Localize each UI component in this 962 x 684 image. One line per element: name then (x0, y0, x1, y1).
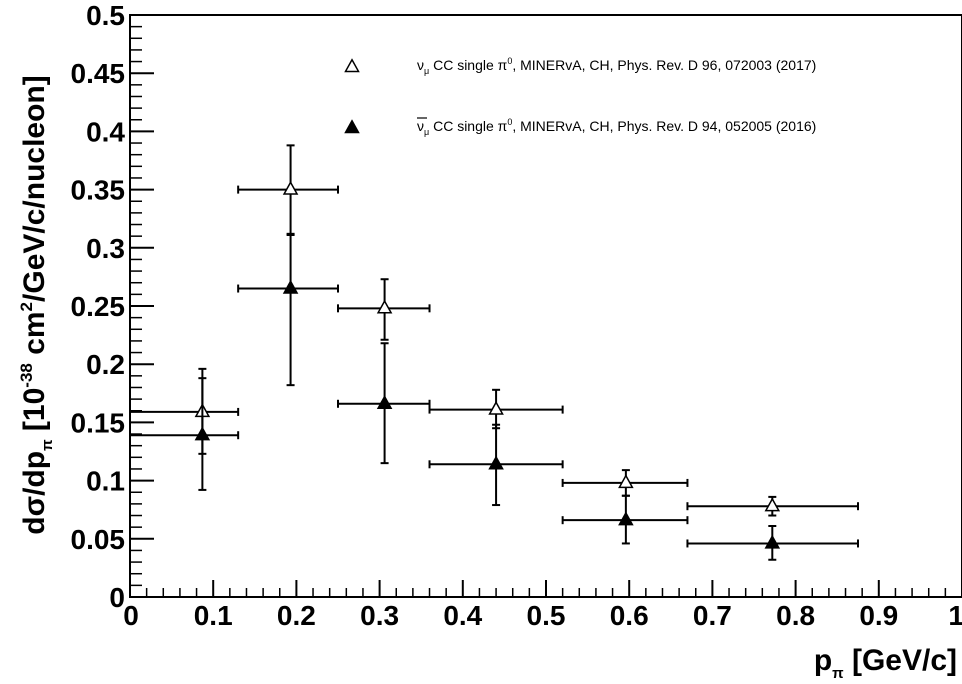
y-axis-title-exponent: 2 (17, 302, 36, 311)
legend-text-part: , MINERvA, CH, Phys. Rev. D 96, 072003 (… (512, 57, 816, 73)
y-axis-title-subscript: π (39, 439, 56, 451)
x-tick-label: 0.3 (360, 600, 399, 631)
axis-titles: pπ [GeV/c]dσ/dpπ [10-38 cm2/GeV/c/nucleo… (17, 75, 957, 679)
legend-filled-triangle-icon (346, 121, 359, 133)
legend-open-triangle-icon (346, 60, 359, 72)
y-tick-label: 0.05 (71, 524, 126, 555)
legend-entry-label: νμ CC single π0, MINERvA, CH, Phys. Rev.… (417, 117, 816, 137)
y-tick-label: 0 (109, 582, 125, 613)
legend-text-part: CC single π (429, 118, 507, 134)
x-tick-label: 0.2 (277, 600, 316, 631)
x-axis-title-tail: [GeV/c] (844, 644, 957, 677)
open-triangle-marker (766, 499, 779, 511)
filled-triangle-marker (378, 397, 391, 409)
x-tick-label: 1 (948, 600, 962, 631)
open-triangle-marker (490, 402, 503, 414)
x-axis-title-main: p (814, 644, 832, 677)
y-axis-title-main: dσ/dp (18, 451, 51, 535)
filled-triangle-marker (196, 428, 209, 440)
filled-triangle-marker (490, 457, 503, 469)
y-tick-label: 0.4 (86, 116, 125, 147)
y-axis-title: dσ/dpπ [10-38 cm2/GeV/c/nucleon] (17, 75, 56, 535)
filled-triangle-marker (766, 536, 779, 548)
x-tick-label: 0.7 (693, 600, 732, 631)
y-tick-label: 0.45 (71, 58, 126, 89)
y-tick-label: 0.35 (71, 175, 126, 206)
x-tick-label: 0.9 (859, 600, 898, 631)
x-axis-title: pπ [GeV/c] (814, 644, 957, 679)
filled-triangle-marker (284, 281, 297, 293)
y-axis-title-tail: /GeV/c/nucleon] (18, 75, 51, 302)
data-series (130, 234, 858, 560)
open-triangle-marker (284, 182, 297, 194)
y-axis-title-exponent: -38 (17, 363, 36, 388)
legend-text-part: CC single π (429, 57, 507, 73)
legend: νμ CC single π0, MINERvA, CH, Phys. Rev.… (346, 56, 817, 137)
x-tick-label: 0.5 (527, 600, 566, 631)
legend-text-part: , MINERvA, CH, Phys. Rev. D 94, 052005 (… (512, 118, 816, 134)
y-tick-label: 0.3 (86, 233, 125, 264)
y-axis-title-part: [10 (18, 388, 51, 440)
x-tick-label: 0.6 (610, 600, 649, 631)
x-tick-label: 0.8 (776, 600, 815, 631)
y-axis-title-part: cm (18, 311, 51, 363)
data-layer (130, 145, 858, 559)
legend-entry-label: νμ CC single π0, MINERvA, CH, Phys. Rev.… (417, 56, 816, 76)
axes-layer: 0 0.1 0.2 0.3 0.4 0.5 0.6 0.7 0.8 0.9 1 0 0.05 0.1 0.1… (71, 0, 962, 631)
y-tick-label: 0.25 (71, 291, 126, 322)
x-tick-label: 0.1 (194, 600, 233, 631)
y-tick-label: 0.15 (71, 407, 126, 438)
filled-triangle-marker (619, 513, 632, 525)
legend-symbol: ν (417, 57, 424, 73)
x-axis-title-subscript: π (832, 665, 844, 679)
x-tick-label: 0.4 (443, 600, 482, 631)
open-triangle-marker (619, 476, 632, 488)
y-tick-label: 0.1 (86, 466, 125, 497)
x-tick-label: 0 (123, 600, 139, 631)
legend-symbol: ν (417, 118, 424, 134)
y-tick-label: 0.2 (86, 349, 125, 380)
plot-frame (130, 15, 962, 597)
y-tick-label: 0.5 (86, 0, 125, 31)
open-triangle-marker (378, 301, 391, 313)
